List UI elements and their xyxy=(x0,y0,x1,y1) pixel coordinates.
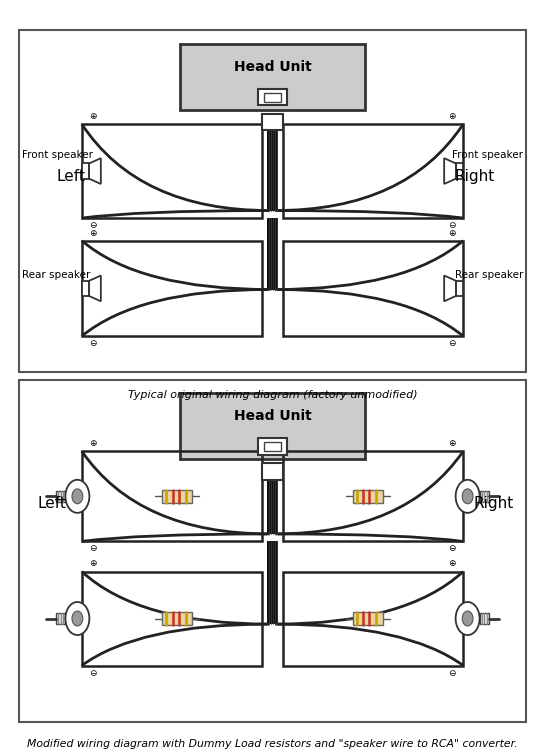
Bar xyxy=(180,393,365,459)
Circle shape xyxy=(65,602,89,635)
Bar xyxy=(162,490,192,503)
Bar xyxy=(264,92,281,102)
Text: Rear speaker: Rear speaker xyxy=(455,270,523,280)
Text: Modified wiring diagram with Dummy Load resistors and "speaker wire to RCA" conv: Modified wiring diagram with Dummy Load … xyxy=(27,739,518,750)
Text: ⊕: ⊕ xyxy=(89,439,96,448)
Text: ⊕: ⊕ xyxy=(449,112,456,121)
Text: ⊖: ⊖ xyxy=(89,339,96,348)
Bar xyxy=(267,541,278,624)
Bar xyxy=(180,44,365,110)
Bar xyxy=(82,163,89,179)
Bar xyxy=(56,490,65,502)
Text: Front speaker: Front speaker xyxy=(452,150,523,159)
Text: ⊕: ⊕ xyxy=(89,112,96,121)
Bar xyxy=(162,612,192,626)
Text: ⊖: ⊖ xyxy=(89,544,96,553)
Bar xyxy=(283,572,463,666)
Text: ⊕: ⊕ xyxy=(89,229,96,238)
Bar xyxy=(480,613,489,624)
Circle shape xyxy=(72,611,83,626)
Bar xyxy=(19,30,526,372)
Polygon shape xyxy=(444,275,456,302)
Text: Head Unit: Head Unit xyxy=(234,409,311,423)
Bar xyxy=(82,572,262,666)
Text: ⊖: ⊖ xyxy=(449,221,456,230)
Polygon shape xyxy=(444,158,456,184)
Text: ⊖: ⊖ xyxy=(449,544,456,553)
Text: Front speaker: Front speaker xyxy=(22,150,93,159)
Bar xyxy=(283,124,463,218)
Bar xyxy=(262,114,283,130)
Bar xyxy=(267,218,278,290)
Text: ⊖: ⊖ xyxy=(449,669,456,678)
Bar xyxy=(258,89,288,105)
Circle shape xyxy=(462,489,473,504)
Text: ⊕: ⊕ xyxy=(449,559,456,569)
Bar xyxy=(56,613,65,624)
Circle shape xyxy=(72,489,83,504)
Bar xyxy=(258,438,288,455)
Circle shape xyxy=(456,480,480,513)
Bar xyxy=(283,241,463,336)
Text: ⊖: ⊖ xyxy=(449,339,456,348)
Bar xyxy=(267,130,278,211)
Bar xyxy=(353,612,383,626)
Text: ⊖: ⊖ xyxy=(89,669,96,678)
Bar xyxy=(480,490,489,502)
Circle shape xyxy=(462,611,473,626)
Text: ⊕: ⊕ xyxy=(449,229,456,238)
Text: Rear speaker: Rear speaker xyxy=(22,270,90,280)
Bar xyxy=(456,163,463,179)
Polygon shape xyxy=(89,158,101,184)
Bar xyxy=(262,463,283,480)
Bar xyxy=(19,380,526,722)
Text: Right: Right xyxy=(454,169,494,184)
Text: ⊕: ⊕ xyxy=(449,439,456,448)
Bar xyxy=(264,442,281,451)
Polygon shape xyxy=(89,275,101,302)
Text: ⊖: ⊖ xyxy=(89,221,96,230)
Text: ⊕: ⊕ xyxy=(89,559,96,569)
Text: Typical original wiring diagram (factory unmodified): Typical original wiring diagram (factory… xyxy=(128,390,417,400)
Bar xyxy=(267,480,278,534)
Bar xyxy=(82,451,262,541)
Text: Left: Left xyxy=(38,496,66,511)
Bar xyxy=(456,280,463,296)
Circle shape xyxy=(456,602,480,635)
Circle shape xyxy=(65,480,89,513)
Text: Right: Right xyxy=(473,496,513,511)
Text: Left: Left xyxy=(57,169,85,184)
Text: Head Unit: Head Unit xyxy=(234,59,311,74)
Bar xyxy=(82,124,262,218)
Bar xyxy=(353,490,383,503)
Bar xyxy=(82,241,262,336)
Bar xyxy=(82,280,89,296)
Bar xyxy=(283,451,463,541)
